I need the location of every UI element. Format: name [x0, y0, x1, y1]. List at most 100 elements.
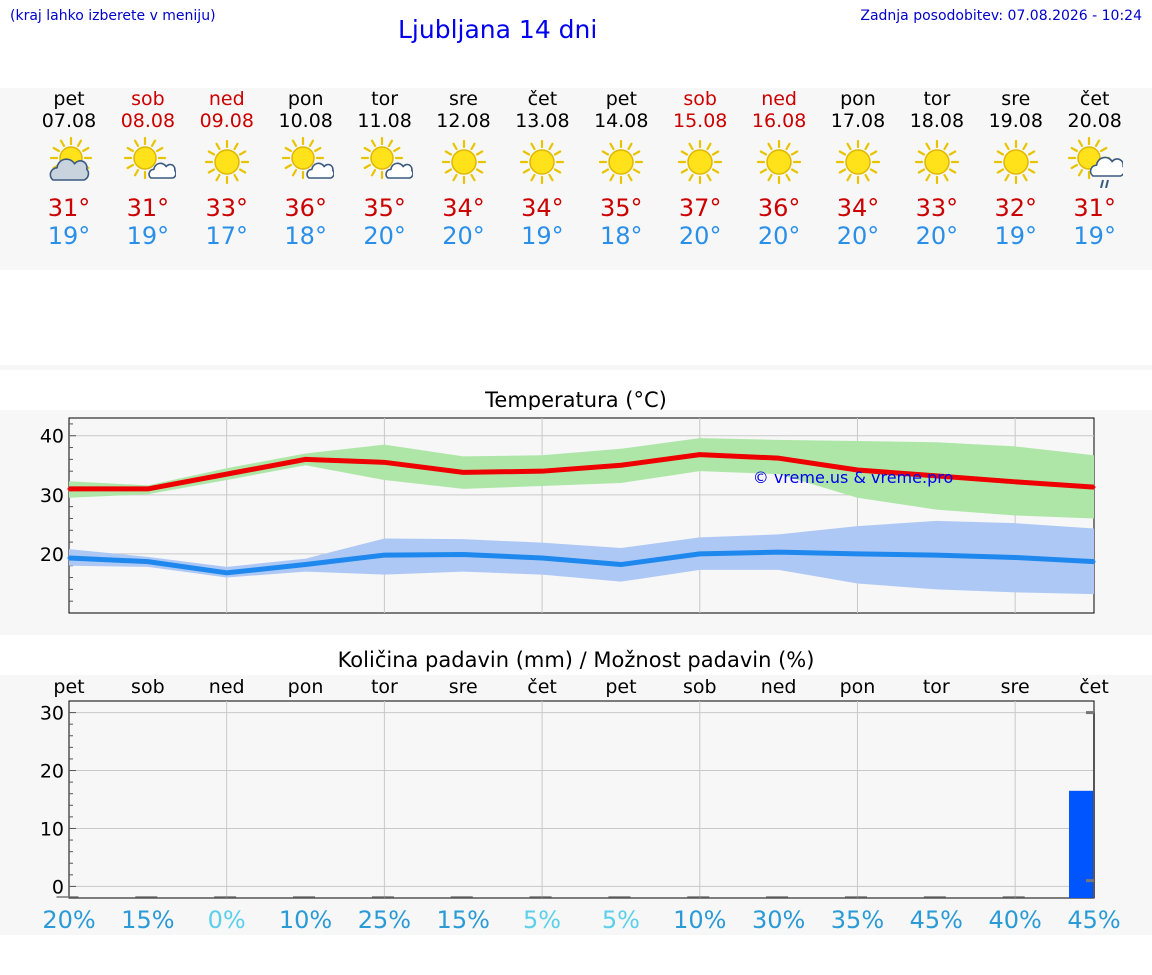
max-temperature: 33° [915, 194, 959, 222]
day-name: pet [605, 88, 637, 110]
precipitation-probability: 20% [42, 906, 95, 934]
separator [0, 365, 1152, 370]
min-temperature: 19° [126, 222, 170, 250]
day-label: čet [527, 676, 557, 698]
last-updated: Zadnja posodobitev: 07.08.2026 - 10:24 [860, 8, 1142, 24]
day-name: čet [1079, 88, 1110, 110]
y-tick-label: 30 [40, 703, 64, 725]
day-column: sre 19.08 32° 19° [976, 88, 1056, 250]
min-temperature: 20° [363, 222, 406, 250]
day-name: sre [449, 88, 478, 110]
day-date: 08.08 [120, 110, 176, 132]
day-date: 09.08 [199, 110, 254, 132]
day-label: ned [209, 676, 245, 698]
plot-area [68, 700, 1095, 899]
precipitation-probability: 15% [121, 906, 174, 934]
data-point [1092, 485, 1096, 489]
day-label: sob [131, 676, 165, 698]
y-tick-label: 10 [40, 818, 64, 840]
location-hint[interactable]: (kraj lahko izberete v meniju) [10, 8, 216, 24]
temperature-chart: 20 30 40 © vreme.us & vreme.pro [40, 417, 1096, 614]
data-point [855, 552, 859, 556]
day-column: sob 08.08 31° 19° [108, 88, 188, 250]
y-tick-label: 20 [40, 761, 64, 783]
sun-icon [751, 136, 807, 188]
day-column: tor 11.08 35° 20° [345, 88, 425, 250]
min-temperature-line [68, 549, 1095, 576]
data-point [461, 470, 465, 474]
day-date: 07.08 [41, 110, 97, 132]
forecast-band [0, 88, 1152, 270]
day-name: tor [371, 88, 399, 110]
sun-icon [830, 136, 886, 188]
data-point [304, 563, 308, 567]
day-date: 13.08 [515, 110, 570, 132]
day-name: tor [923, 88, 951, 110]
sun-small-cloud-icon [120, 136, 177, 188]
day-column: ned 16.08 36° 20° [739, 88, 819, 250]
max-temperature: 33° [205, 194, 249, 222]
precipitation-probability: 25% [358, 906, 411, 934]
day-label: sre [1001, 676, 1030, 698]
data-point [146, 487, 150, 491]
data-point [67, 556, 71, 560]
min-temperature: 20° [915, 222, 959, 250]
max-temperature: 31° [1073, 194, 1116, 222]
day-column: čet 20.08 31° 19° [1055, 88, 1135, 250]
precipitation-probability: 10% [279, 906, 332, 934]
day-label: sob [683, 676, 717, 698]
day-column: sre 12.08 34° 20° [424, 88, 504, 250]
day-date: 19.08 [988, 110, 1043, 132]
max-temperature: 35° [600, 194, 643, 222]
max-temperature: 37° [678, 194, 722, 222]
day-date: 14.08 [594, 110, 649, 132]
day-name: ned [761, 88, 797, 110]
watermark: © vreme.us & vreme.pro [753, 468, 954, 487]
precipitation-probability: 5% [602, 906, 640, 934]
max-temperature: 32° [994, 194, 1038, 222]
precipitation-probability: 0% [208, 906, 246, 934]
min-temperature-range-band [69, 520, 1094, 595]
day-column: pet 07.08 31° 19° [29, 88, 109, 250]
data-point [619, 463, 623, 467]
data-point [934, 474, 938, 478]
sun-cloud-icon [41, 136, 97, 188]
day-date: 10.08 [278, 110, 333, 132]
max-temperature: 34° [836, 194, 880, 222]
day-date: 17.08 [830, 110, 886, 132]
data-point [67, 487, 71, 491]
sun-icon [436, 136, 492, 188]
min-temperature: 17° [205, 222, 249, 250]
sun-icon [672, 136, 728, 188]
day-label: ned [761, 676, 797, 698]
day-column: tor 18.08 33° 20° [897, 88, 977, 250]
max-temperature: 31° [126, 194, 170, 222]
y-tick-label: 30 [40, 485, 64, 507]
sun-small-cloud-icon [278, 136, 335, 188]
precipitation-chart-title: Količina padavin (mm) / Možnost padavin … [337, 648, 815, 672]
precipitation-probability: 30% [752, 906, 805, 934]
precipitation-chart: pet sob ned pon tor sre čet pet sob ned pon tor sre č… [40, 676, 1121, 934]
day-label: pet [53, 676, 84, 698]
day-label: tor [371, 676, 398, 698]
min-temperature: 20° [442, 222, 485, 250]
data-point [382, 460, 386, 464]
min-temperature: 18° [600, 222, 643, 250]
min-temperature: 19° [994, 222, 1038, 250]
day-date: 15.08 [672, 110, 728, 132]
min-temperature: 18° [284, 222, 327, 250]
data-point [461, 553, 465, 556]
day-label: tor [923, 676, 950, 698]
data-point [934, 553, 938, 557]
day-name: sob [683, 88, 717, 110]
precipitation-probability: 40% [988, 906, 1041, 934]
sun-icon [199, 136, 255, 188]
day-column: čet 13.08 34° 19° [502, 88, 582, 250]
y-tick-label: 20 [40, 544, 64, 566]
day-date: 18.08 [909, 110, 965, 132]
precipitation-probability: 5% [523, 906, 561, 934]
min-temperature: 20° [757, 222, 801, 250]
max-temperature-line [69, 452, 1095, 492]
data-point [698, 552, 702, 556]
day-column: sob 15.08 37° 20° [660, 88, 740, 250]
